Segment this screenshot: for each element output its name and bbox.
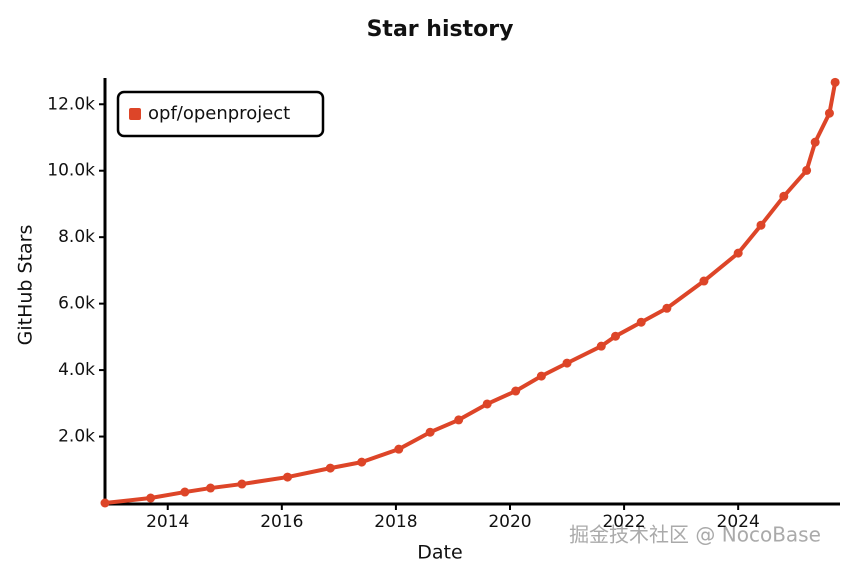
x-tick-label: 2024 [717, 512, 760, 532]
point [237, 479, 247, 489]
point [824, 108, 834, 118]
point [482, 399, 492, 409]
y-tick-label: 12.0k [47, 94, 95, 114]
point [536, 371, 546, 381]
point [100, 498, 110, 508]
point [699, 276, 709, 286]
point [596, 341, 606, 351]
y-tick-label: 10.0k [47, 161, 95, 181]
point [562, 358, 572, 368]
y-tick-label: 6.0k [58, 294, 95, 314]
point [146, 493, 156, 503]
point [779, 191, 789, 201]
watermark: 掘金技术社区 @ NocoBase [569, 523, 821, 547]
point [325, 463, 335, 473]
point [283, 472, 293, 482]
x-tick-label: 2018 [374, 512, 417, 532]
x-axis-label: Date [417, 542, 462, 564]
point [810, 137, 820, 147]
point [756, 220, 766, 230]
y-axis-label: GitHub Stars [15, 225, 37, 346]
y-tick-label: 4.0k [58, 360, 95, 380]
legend-label: opf/openproject [148, 103, 290, 124]
point [425, 427, 435, 437]
point [454, 415, 464, 425]
point [733, 248, 743, 258]
point [830, 77, 840, 87]
x-tick-label: 2014 [146, 512, 189, 532]
chart-title: Star history [367, 17, 514, 42]
line [103, 80, 838, 505]
point [636, 317, 646, 327]
x-tick-label: 2016 [260, 512, 303, 532]
point [662, 303, 672, 313]
point [511, 386, 521, 396]
point [206, 483, 216, 493]
x-tick-label: 2020 [488, 512, 531, 532]
point [180, 487, 190, 497]
point [357, 457, 367, 467]
y-tick-label: 8.0k [58, 227, 95, 247]
point [611, 331, 621, 341]
legend-box [116, 90, 325, 138]
legend-swatch [129, 108, 141, 120]
y-tick-label: 2.0k [58, 427, 95, 447]
point [394, 444, 404, 454]
x-tick-label: 2022 [602, 512, 645, 532]
point [802, 165, 812, 175]
